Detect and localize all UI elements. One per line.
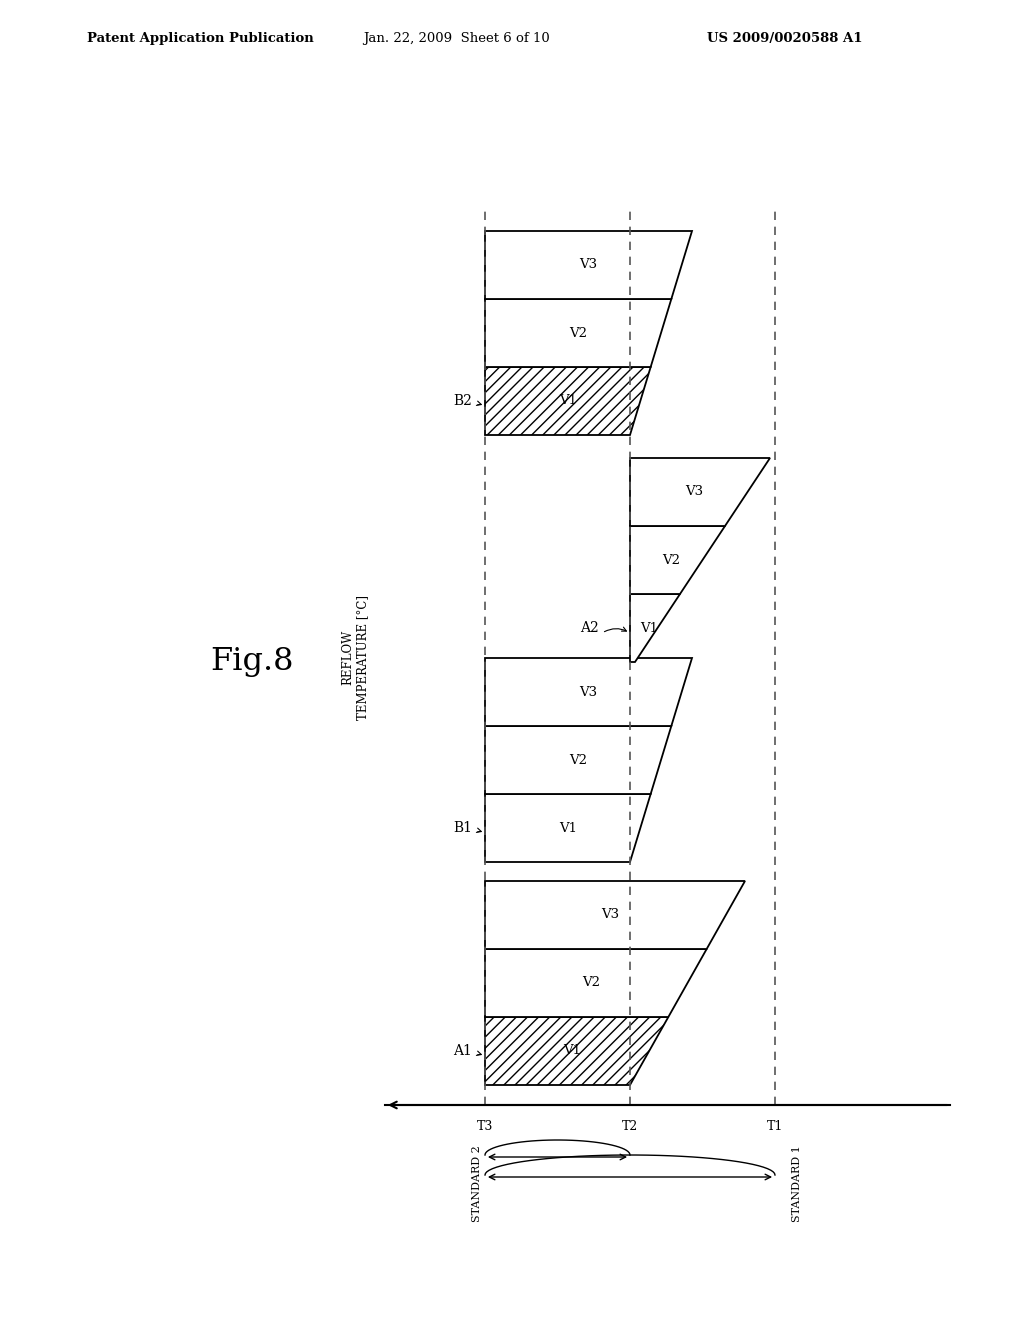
Polygon shape: [485, 300, 672, 367]
Text: A2: A2: [580, 620, 599, 635]
Polygon shape: [630, 594, 680, 663]
Polygon shape: [485, 949, 707, 1016]
Polygon shape: [485, 726, 672, 795]
Polygon shape: [630, 458, 770, 525]
Text: US 2009/0020588 A1: US 2009/0020588 A1: [707, 32, 862, 45]
Text: Fig.8: Fig.8: [210, 645, 294, 677]
Text: V3: V3: [580, 685, 597, 698]
Text: Patent Application Publication: Patent Application Publication: [87, 32, 313, 45]
Text: B1: B1: [453, 821, 472, 836]
Text: V1: V1: [563, 1044, 581, 1057]
Polygon shape: [485, 795, 650, 862]
Text: T3: T3: [477, 1119, 494, 1133]
Text: V3: V3: [601, 908, 620, 921]
Text: V3: V3: [580, 259, 597, 272]
Text: STANDARD 2: STANDARD 2: [472, 1144, 482, 1222]
Polygon shape: [630, 525, 725, 594]
Polygon shape: [485, 657, 692, 726]
Polygon shape: [485, 880, 745, 949]
Text: B2: B2: [453, 393, 472, 408]
Text: A1: A1: [453, 1044, 472, 1059]
Text: V1: V1: [559, 821, 577, 834]
Text: V2: V2: [569, 326, 587, 339]
Polygon shape: [485, 231, 692, 300]
Text: Jan. 22, 2009  Sheet 6 of 10: Jan. 22, 2009 Sheet 6 of 10: [364, 32, 550, 45]
Text: V2: V2: [663, 553, 680, 566]
Text: V3: V3: [685, 486, 702, 499]
Text: V2: V2: [583, 977, 600, 990]
Text: V1: V1: [640, 622, 657, 635]
Text: V2: V2: [569, 754, 587, 767]
Polygon shape: [485, 367, 650, 436]
Text: T2: T2: [622, 1119, 638, 1133]
Text: T1: T1: [767, 1119, 783, 1133]
Text: V1: V1: [559, 395, 577, 408]
Polygon shape: [485, 1016, 669, 1085]
Text: REFLOW
TEMPERATURE [°C]: REFLOW TEMPERATURE [°C]: [341, 595, 369, 719]
Text: STANDARD 1: STANDARD 1: [792, 1144, 802, 1222]
